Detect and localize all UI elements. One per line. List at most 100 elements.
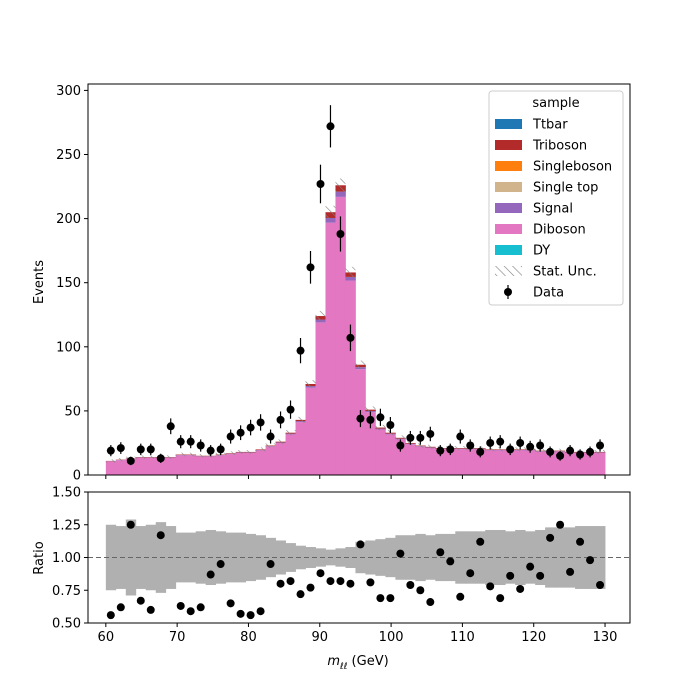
stat-unc-band: [455, 446, 466, 451]
x-tick-label: 130: [593, 630, 618, 645]
stack-bar-diboson: [345, 280, 356, 475]
ratio-point: [146, 605, 155, 614]
legend-label: DY: [533, 244, 550, 259]
ratio-unc-band: [385, 537, 396, 578]
legend-label: Signal: [533, 202, 573, 217]
ratio-point: [526, 562, 535, 571]
stat-unc-band: [165, 455, 176, 459]
ratio-point: [326, 577, 335, 586]
y-tick-label: 0: [73, 469, 81, 484]
ratio-point: [586, 556, 595, 565]
stack-bar-diboson: [445, 449, 456, 475]
ratio-point: [536, 571, 545, 580]
main-plot-frame: [87, 83, 631, 476]
ratio-unc-band: [465, 531, 476, 584]
data-point: [136, 445, 145, 454]
y-tick-label: 200: [56, 212, 81, 227]
data-point: [216, 445, 225, 454]
ratio-point: [376, 594, 385, 603]
stack-bar-diboson: [515, 450, 526, 475]
stack-bar-diboson: [435, 449, 446, 475]
ratio-unc-band: [265, 537, 276, 578]
ratio-point: [316, 569, 325, 578]
data-point: [546, 447, 555, 456]
stack-bar-diboson: [555, 451, 566, 475]
ratio-unc-band: [225, 532, 237, 583]
data-point: [306, 263, 315, 272]
stat-unc-band: [105, 459, 116, 463]
stat-unc-band: [175, 452, 186, 457]
stack-bar-diboson: [545, 451, 556, 475]
ratio-point: [556, 520, 565, 529]
ratio-point: [256, 607, 265, 616]
legend-swatch: [495, 224, 522, 234]
ratio-point: [286, 577, 295, 586]
stack-bar-diboson: [125, 459, 137, 475]
ratio-point: [156, 531, 165, 540]
x-tick-label: 90: [312, 630, 329, 645]
data-point: [106, 446, 115, 455]
data-point: [356, 414, 365, 423]
ratio-point: [116, 603, 125, 612]
stat-unc-band: [305, 380, 316, 388]
stat-unc-band: [145, 455, 156, 459]
ratio-y-tick-label: 1.25: [52, 518, 81, 533]
data-point: [236, 428, 245, 437]
stat-unc-band: [495, 447, 506, 452]
data-point: [516, 438, 525, 447]
data-point: [466, 441, 475, 450]
data-point: [146, 445, 155, 454]
y-tick-label: 250: [56, 148, 81, 163]
data-point: [326, 122, 335, 131]
stack-bar-diboson: [295, 422, 306, 475]
x-tick-label: 70: [169, 630, 186, 645]
data-point: [366, 415, 375, 424]
y-tick-label: 50: [64, 404, 81, 419]
data-point: [226, 432, 235, 441]
stat-unc-band: [245, 450, 256, 454]
stack-bar-diboson: [245, 452, 256, 475]
data-point: [476, 447, 485, 456]
data-point: [256, 418, 265, 427]
stack-bar-diboson: [455, 449, 466, 475]
stat-unc-band: [185, 452, 196, 457]
stack-bar-signal: [345, 276, 356, 281]
stat-unc-band: [595, 450, 606, 454]
ratio-point: [396, 549, 405, 558]
ratio-point: [246, 611, 255, 620]
ratio-point: [176, 601, 185, 610]
stat-unc-band: [265, 443, 276, 448]
legend-label: Ttbar: [532, 118, 568, 133]
stat-unc-band: [235, 450, 246, 454]
stack-bar-diboson: [235, 452, 247, 475]
stack-bar-diboson: [175, 455, 187, 475]
data-point: [406, 433, 415, 442]
stat-unc-band: [295, 416, 306, 423]
stack-bar-diboson: [315, 322, 326, 475]
data-point: [336, 229, 345, 238]
stack-bar-diboson: [535, 451, 546, 475]
ratio-point: [576, 537, 585, 546]
data-point: [266, 432, 275, 441]
stack-bar-diboson: [365, 412, 376, 475]
data-point: [316, 179, 325, 188]
legend-swatch-hatch: [495, 266, 522, 276]
ratio-point: [486, 582, 495, 591]
legend-swatch: [495, 182, 522, 192]
data-point: [436, 446, 445, 455]
data-point: [166, 422, 175, 431]
stat-unc-band: [315, 311, 326, 322]
ratio-point: [296, 590, 305, 599]
stat-unc-band: [365, 406, 376, 413]
data-point: [386, 421, 395, 430]
data-point: [526, 442, 535, 451]
data-point: [376, 413, 385, 422]
x-tick-label: 110: [450, 630, 475, 645]
data-point: [446, 445, 455, 454]
data-point: [346, 333, 355, 342]
ratio-point: [356, 540, 365, 549]
stack-bar-diboson: [585, 452, 596, 475]
legend-swatch: [495, 140, 522, 150]
x-tick-label: 60: [98, 630, 115, 645]
